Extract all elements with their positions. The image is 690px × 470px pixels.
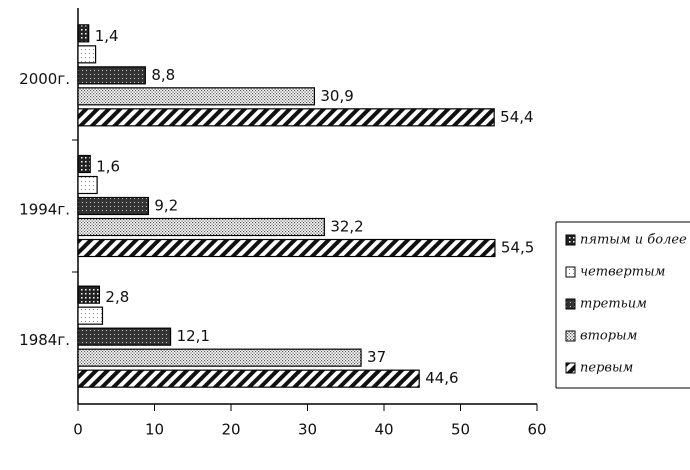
x-tick-label: 0 — [73, 421, 83, 439]
bar — [77, 45, 97, 64]
x-tick-label: 40 — [374, 421, 393, 439]
value-label: 1,4 — [95, 27, 119, 45]
y-tick-label: 1994г. — [19, 201, 70, 219]
bar — [77, 66, 146, 85]
value-label: 32,2 — [330, 218, 363, 236]
legend-label: четвертым — [580, 265, 665, 280]
y-tick-label: 2000г. — [19, 70, 70, 88]
bar — [77, 327, 172, 346]
legend-label: третьим — [580, 297, 647, 312]
legend-swatch — [565, 330, 576, 342]
bar — [77, 196, 149, 216]
value-label: 2,8 — [105, 288, 129, 306]
y-tick-label: 1984г. — [19, 331, 70, 349]
x-tick-label: 50 — [451, 421, 470, 439]
legend-label: пятым и более — [580, 233, 687, 248]
x-tick-label: 10 — [145, 421, 164, 439]
legend-label: вторым — [580, 329, 637, 344]
x-tick-label: 30 — [298, 421, 317, 439]
value-label: 8,8 — [151, 66, 175, 84]
value-label: 12,1 — [177, 327, 210, 345]
value-label: 30,9 — [320, 87, 353, 105]
legend-swatch — [565, 298, 576, 310]
value-label: 54,4 — [500, 108, 533, 126]
bar — [77, 24, 90, 43]
bar — [77, 108, 495, 127]
value-label: 44,6 — [425, 369, 458, 387]
value-label: 37 — [367, 348, 386, 366]
x-tick-label: 20 — [221, 421, 240, 439]
legend: пятым и более четвертым третьим вторым первы… — [555, 221, 690, 389]
bar — [77, 175, 98, 195]
legend-swatch — [565, 362, 576, 374]
legend-label: первым — [580, 361, 633, 376]
value-label: 9,2 — [154, 197, 178, 215]
bar — [77, 369, 420, 388]
bar — [77, 285, 101, 304]
legend-swatch — [565, 234, 576, 246]
bar — [77, 217, 325, 237]
bar — [77, 154, 91, 174]
value-label: 1,6 — [96, 158, 120, 176]
bar — [77, 306, 104, 325]
bar — [77, 348, 362, 367]
bar — [77, 238, 496, 258]
legend-swatch — [565, 266, 576, 278]
bar — [77, 87, 315, 106]
value-label: 54,5 — [501, 239, 534, 257]
x-tick-label: 60 — [527, 421, 546, 439]
